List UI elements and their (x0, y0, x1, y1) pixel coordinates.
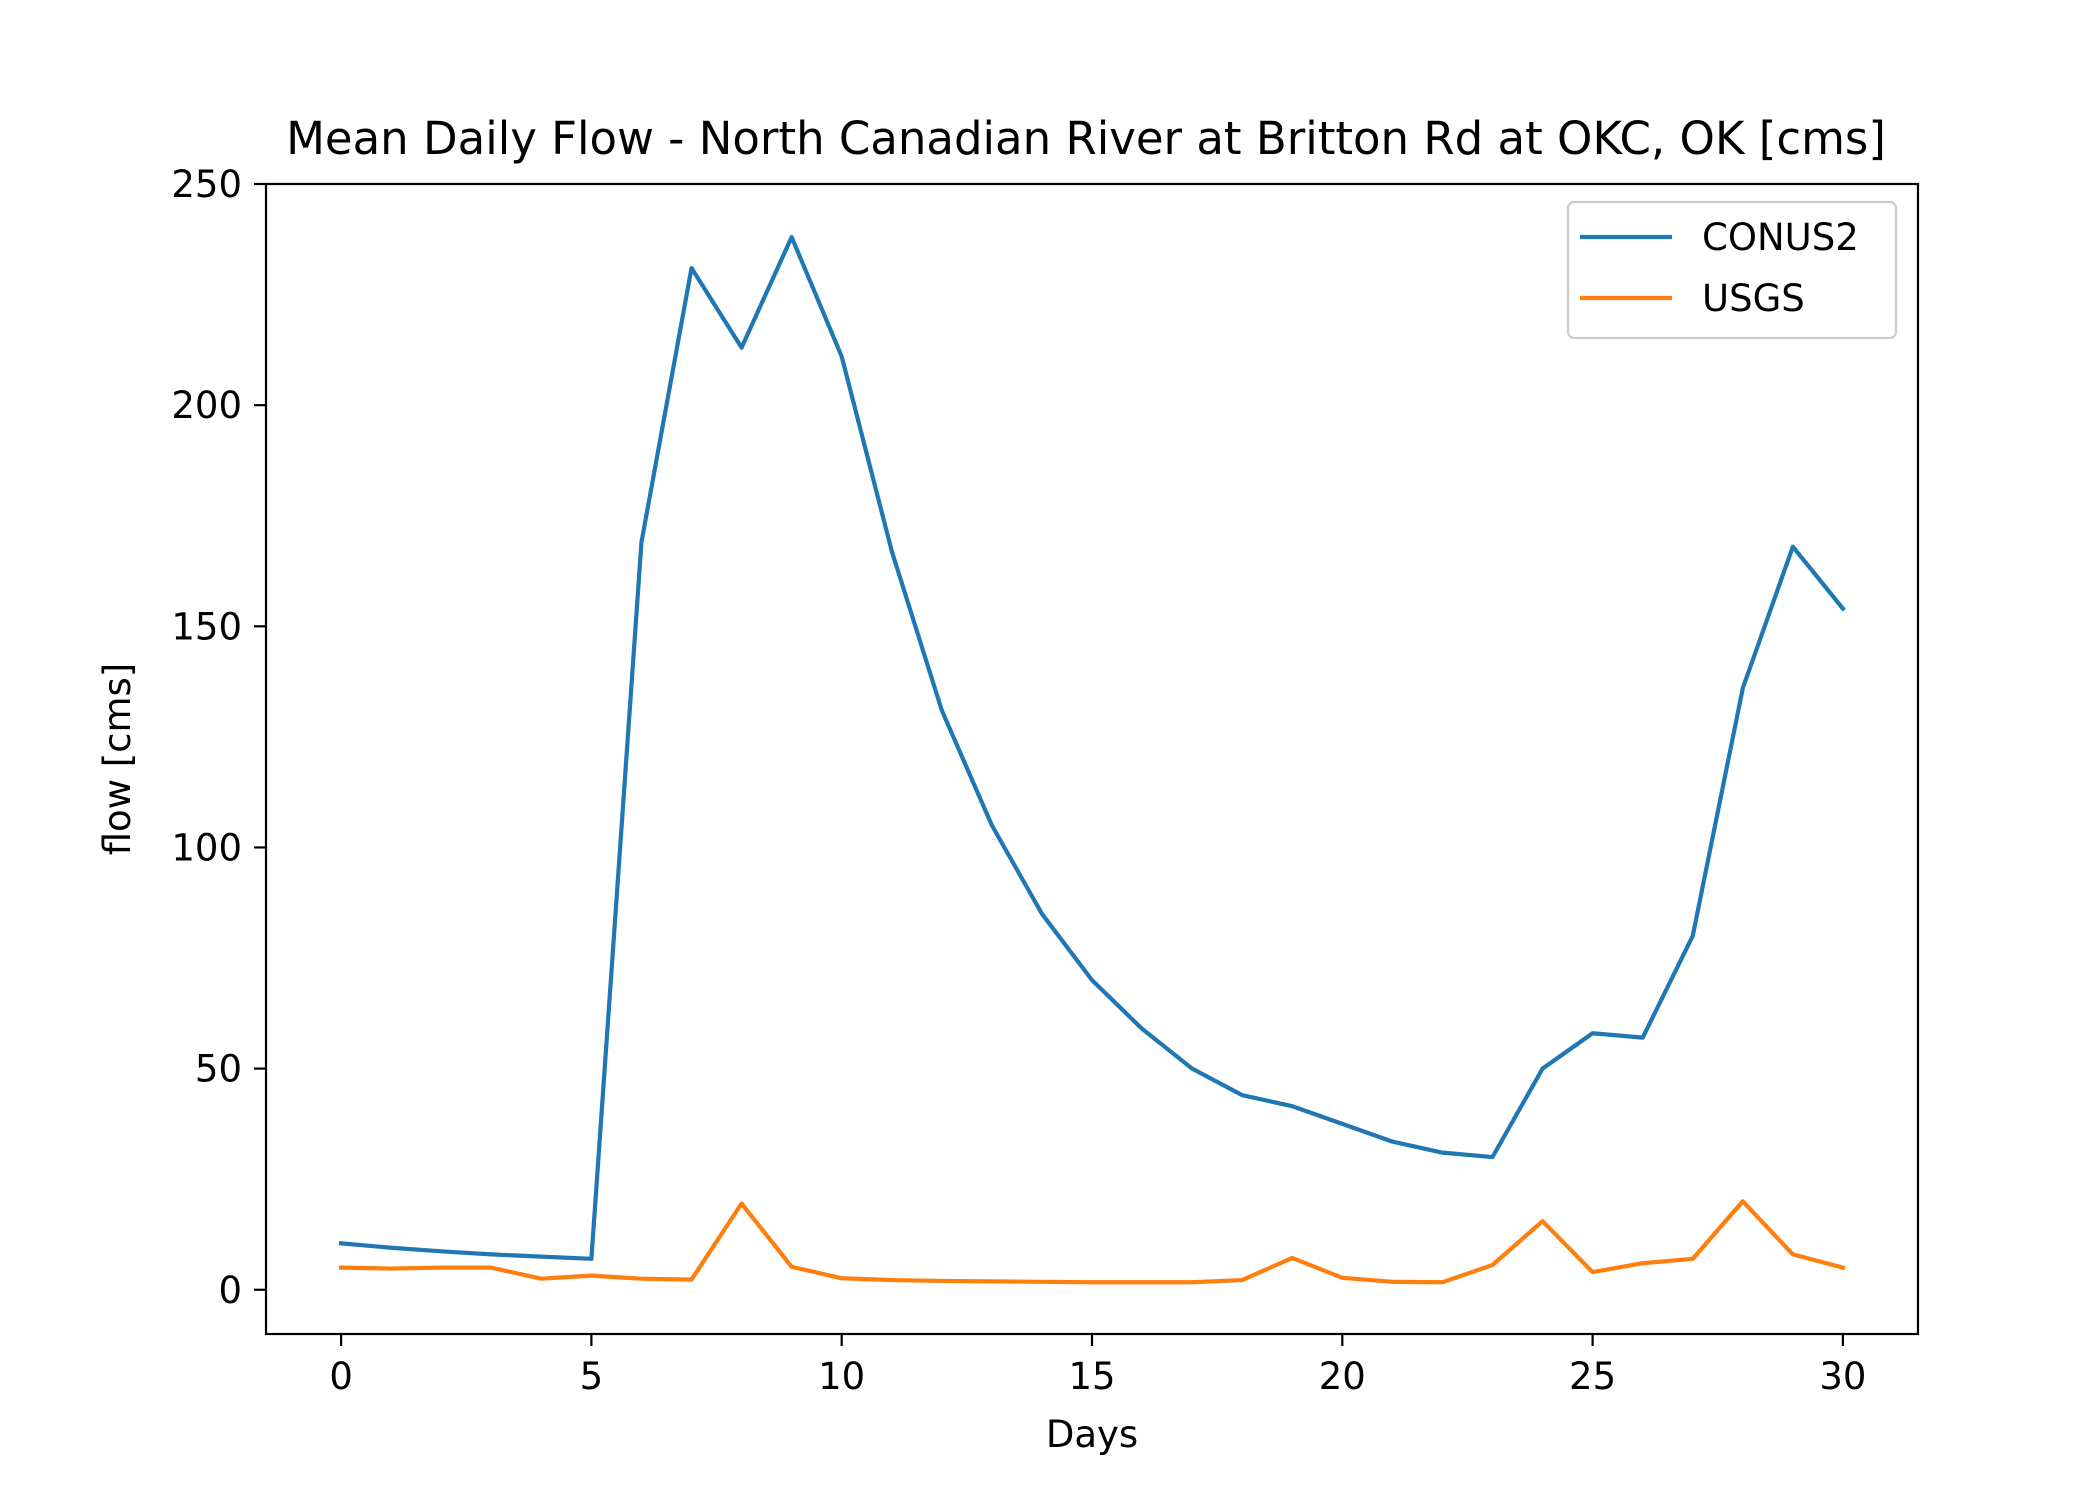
x-tick-label: 30 (1819, 1355, 1866, 1398)
x-axis-label: Days (1046, 1413, 1138, 1456)
plot-area: 0 5 10 15 20 25 30 0 50 100 150 200 250 (171, 163, 1920, 1398)
x-tick-label: 5 (580, 1355, 604, 1398)
legend-label-conus2: CONUS2 (1702, 216, 1859, 259)
legend-label-usgs: USGS (1702, 277, 1805, 320)
x-tick-label: 10 (818, 1355, 865, 1398)
x-tick-label: 20 (1319, 1355, 1366, 1398)
y-tick-label: 150 (171, 605, 242, 648)
series-line-usgs (338, 1199, 1846, 1285)
chart-title: Mean Daily Flow - North Canadian River a… (286, 112, 1886, 165)
series-lines (338, 234, 1846, 1285)
y-tick-label: 0 (218, 1269, 242, 1312)
x-tick-label: 0 (329, 1355, 353, 1398)
y-tick-label: 250 (171, 163, 242, 206)
y-tick-label: 100 (171, 826, 242, 869)
legend: CONUS2 USGS (1566, 200, 1898, 340)
y-axis-label: flow [cms] (96, 663, 139, 856)
y-tick-label: 50 (195, 1048, 242, 1091)
axes-background (266, 184, 1918, 1334)
x-tick-label: 15 (1068, 1355, 1115, 1398)
series-line-conus2 (338, 234, 1846, 1261)
y-tick-label: 200 (171, 384, 242, 427)
axes-frame (264, 182, 1920, 1336)
x-axis: 0 5 10 15 20 25 30 (329, 1334, 1866, 1398)
y-axis: 0 50 100 150 200 250 (171, 163, 266, 1312)
x-tick-label: 25 (1569, 1355, 1616, 1398)
